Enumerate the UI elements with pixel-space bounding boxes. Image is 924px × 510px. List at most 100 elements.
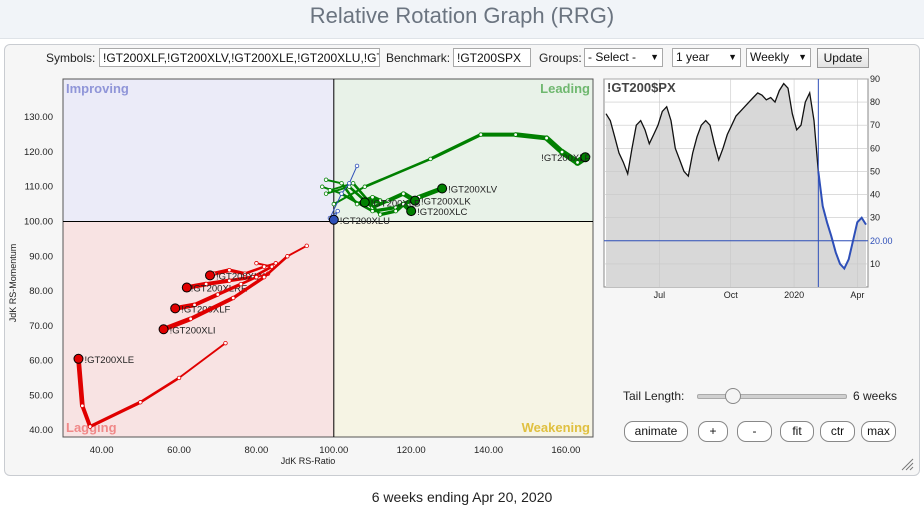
tail-gt200xlu: !GT200XLU [327,163,390,227]
frequency-select-value: Weekly [750,50,790,64]
tail-segment [286,244,308,258]
x-tick-label: 120.00 [397,445,426,456]
current-point[interactable] [158,324,169,335]
period-select[interactable]: 1 year ▼ [672,48,741,67]
series-label: !GT200XLK [421,197,471,208]
tail-segment [188,295,236,321]
tail-point [319,184,325,189]
tail-point [231,295,236,301]
tail-segment [216,282,243,297]
tail-segment [204,278,232,287]
frequency-select[interactable]: Weekly ▼ [746,48,811,67]
current-point[interactable] [410,195,421,206]
current-point[interactable] [170,303,181,314]
chevron-down-icon: ▼ [798,52,807,62]
benchmark-x-ticks: Jul Oct 2020 Apr [654,290,865,300]
tail-point [188,316,193,322]
benchmark-x-tick-label: Oct [724,290,739,300]
series-label: !GT200XLU [340,216,390,227]
tail-point [254,274,259,280]
tail-segment [139,376,181,404]
series-label: !GT200XLC [417,207,467,218]
tail-segment [243,265,266,275]
tail-segment [227,268,247,276]
series-label: !GT200XLRE [191,284,248,295]
groups-select[interactable]: - Select - ▼ [584,48,663,67]
benchmark-y-tick-label: 80 [870,97,880,107]
tail-gt200xli: !GT200XLI [158,243,309,336]
benchmark-y-ticks: 10 20.00 30 40 50 60 70 80 90 [870,74,893,269]
benchmark-line [605,82,819,178]
update-button[interactable]: Update [817,48,869,68]
y-axis-label: JdK RS-Momentum [8,244,18,323]
tail-point [138,400,143,405]
benchmark-input[interactable]: !GT200SPX [453,48,531,67]
title-bar: Relative Rotation Graph (RRG) [0,0,924,39]
tail-segment [325,178,343,185]
y-tick-label: 130.00 [24,112,53,123]
current-point[interactable] [437,183,448,194]
quadrant-label-leading: Leading [540,81,590,96]
y-tick-label: 80.00 [29,286,53,297]
tail-point [370,194,375,200]
tail-point [513,132,518,137]
series-label: !GT200XLB [371,198,421,209]
y-tick-label: 110.00 [25,182,53,193]
series-label: !GT200XLI [170,325,216,336]
tail-segment [363,157,432,189]
quadrant-label-weakening: Weakening [522,420,590,435]
benchmark-y-tick-label: 70 [870,120,880,130]
y-axis-ticks: 40.00 50.00 60.00 70.00 80.00 90.00 100.00 110.… [24,112,53,436]
tail-segment [543,135,565,155]
tail-point [87,424,93,429]
tail-point [242,271,248,276]
current-point[interactable] [181,282,192,293]
x-axis-ticks: 40.00 60.00 80.00 100.00 120.00 140.00 160.00 [90,445,581,456]
tail-point [428,156,433,162]
benchmark-y-tick-label: 60 [870,143,880,153]
fit-button[interactable]: fit [780,421,814,442]
current-point[interactable] [73,353,84,364]
current-point[interactable] [328,214,339,225]
tail-segment [178,342,227,379]
tail-gt200xlp: !GT200XLP [331,132,591,207]
y-tick-label: 40.00 [29,425,53,436]
tail-point [215,292,220,297]
tail-length-slider-handle[interactable] [724,388,741,404]
tail-segment [370,199,390,210]
benchmark-area [606,83,866,287]
current-point[interactable] [359,197,370,208]
tail-point [401,201,406,207]
resize-handle-icon[interactable] [900,457,914,471]
benchmark-y-tick-label: 50 [870,166,880,176]
quadrant-weakening [333,221,593,437]
zoom-out-button[interactable]: - [737,421,772,442]
tail-length-slider-track[interactable] [697,394,847,399]
rrg-tails: !GT200XLP!GT200XLV!GT200XLK!GT200XLC!GT2… [73,132,591,429]
animate-button[interactable]: animate [624,421,688,442]
tail-point [261,274,267,280]
current-point[interactable] [580,152,591,163]
groups-label: Groups: [539,51,582,65]
period-select-value: 1 year [676,50,710,64]
series-label: !GT200XLV [448,184,498,195]
benchmark-line-recent [817,171,867,271]
tail-segment [80,403,93,429]
current-point[interactable] [406,206,417,217]
benchmark-x-tick-label: Jul [654,290,666,300]
tail-segment [428,132,483,161]
tail-segment [88,400,143,429]
tail-segment [192,292,220,307]
current-point[interactable] [205,270,216,281]
symbols-input[interactable]: !GT200XLF,!GT200XLV,!GT200XLE,!GT200XLU,… [99,48,380,67]
series-label: !GT200XLE [84,355,134,366]
tail-segment [262,254,289,279]
tail-point [323,191,329,196]
y-tick-label: 100.00 [24,217,53,228]
center-button[interactable]: ctr [820,421,855,442]
y-tick-label: 120.00 [24,147,53,158]
tail-point [227,278,232,283]
max-button[interactable]: max [861,421,896,442]
series-label: !GT200XLY [216,271,266,282]
zoom-in-button[interactable]: + [698,421,728,442]
